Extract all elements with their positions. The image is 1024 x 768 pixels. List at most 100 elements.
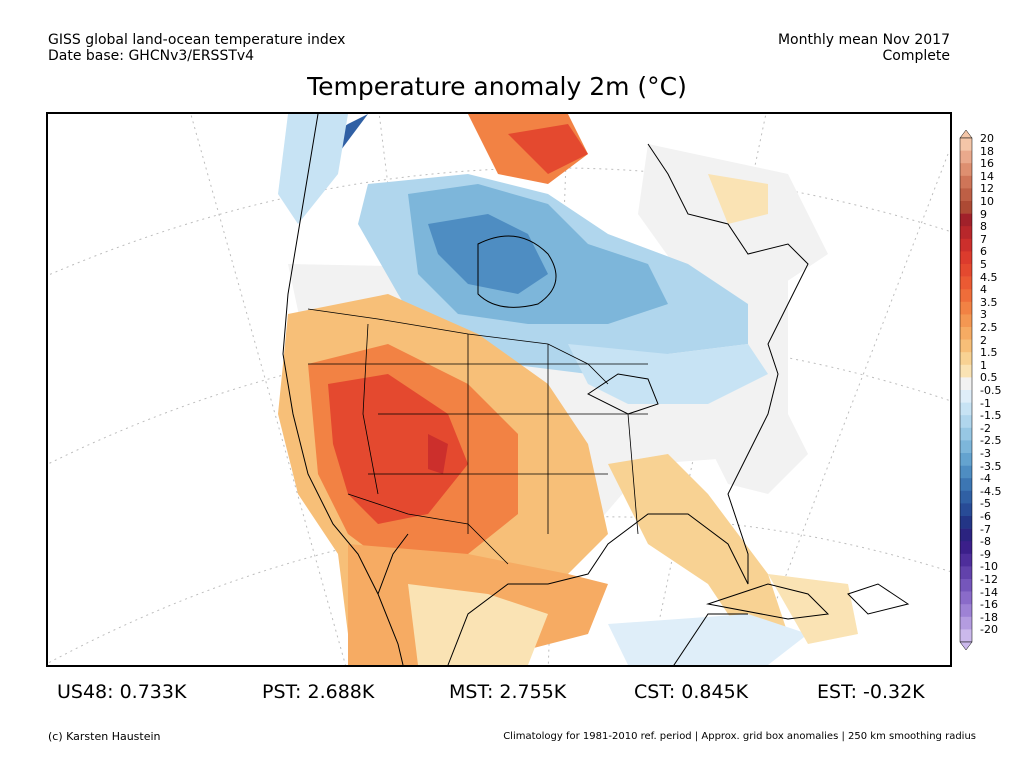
header-left: GISS global land-ocean temperature index… (48, 32, 345, 64)
legend-swatch (960, 377, 972, 391)
legend-label: -4.5 (980, 484, 1002, 498)
legend-label: 12 (980, 182, 994, 196)
legend-swatch (960, 150, 972, 164)
legend-label: -20 (980, 623, 998, 637)
legend-label: -9 (980, 547, 991, 561)
legend-label: -1.5 (980, 409, 1002, 423)
map-title: Temperature anomaly 2m (°C) (307, 72, 687, 101)
coastlines (282, 114, 910, 665)
legend-swatch (960, 364, 972, 378)
legend-label: -3 (980, 447, 991, 460)
legend-swatch (960, 579, 972, 592)
regional-stats: US48: 0.733K PST: 2.688K MST: 2.755K CST… (0, 681, 1024, 707)
legend-swatch (960, 289, 972, 303)
stat-us48: US48: 0.733K (57, 681, 187, 703)
legend-label: -3.5 (980, 459, 1002, 473)
legend-label: -6 (980, 510, 991, 523)
legend-swatch (960, 440, 972, 454)
legend-swatch (960, 339, 972, 353)
stat-est: EST: -0.32K (817, 681, 925, 703)
legend-label: 1 (980, 358, 987, 372)
legend-swatch (960, 553, 972, 567)
legend-swatch (960, 226, 972, 240)
legend-swatch (960, 314, 972, 328)
period-label: Monthly mean Nov 2017 (777, 32, 950, 48)
legend-label: 16 (980, 157, 994, 171)
legend-swatch (960, 276, 972, 290)
legend-label: -12 (980, 573, 998, 586)
legend-label: -5 (980, 497, 991, 511)
stat-mst: MST: 2.755K (449, 681, 567, 703)
completeness-label: Complete (882, 48, 950, 64)
legend-label: 18 (980, 144, 994, 158)
legend-swatch (960, 503, 972, 517)
legend-label: -4 (980, 472, 991, 486)
legend-swatch (960, 402, 972, 416)
legend-swatch (960, 516, 972, 529)
legend-swatch (960, 264, 972, 277)
legend-label: 0.5 (980, 371, 998, 385)
methodology-note: Climatology for 1981-2010 ref. period | … (503, 731, 976, 742)
legend-swatch (960, 566, 972, 580)
legend-label: -18 (980, 610, 998, 624)
legend-swatch (960, 541, 972, 555)
legend-swatch (960, 175, 972, 189)
anomaly-field (278, 114, 858, 665)
legend-label: 3.5 (980, 295, 998, 309)
legend-arrow-bottom (959, 641, 973, 651)
legend-swatch (960, 238, 972, 252)
legend-arrow-top (959, 129, 973, 139)
copyright-label: (c) Karsten Haustein (48, 730, 161, 743)
color-legend: 20 18 16 14 12 10 9 8 7 6 5 4.5 4 3.5 3 2.5 2 1.5 1 0.5 -0.5… (958, 129, 1018, 651)
legend-label: 9 (980, 207, 987, 221)
legend-swatch (960, 390, 972, 403)
legend-label: -7 (980, 522, 991, 536)
anomaly-map (46, 112, 952, 667)
legend-label: 2 (980, 333, 987, 347)
legend-swatch (960, 201, 972, 214)
legend-label: -1 (980, 396, 991, 410)
legend-label: 7 (980, 232, 987, 246)
legend-swatch (960, 629, 972, 643)
legend-label: -14 (980, 585, 998, 599)
legend-swatch (960, 453, 972, 466)
legend-label: -10 (980, 560, 998, 574)
legend-label: 3 (980, 308, 987, 322)
legend-label: 2.5 (980, 321, 998, 334)
legend-swatch (960, 591, 972, 605)
legend-label: 14 (980, 169, 994, 183)
legend-label: 10 (980, 195, 994, 208)
legend-label: -16 (980, 598, 998, 612)
legend-swatch (960, 188, 972, 202)
legend-swatch (960, 528, 972, 542)
legend-swatch (960, 138, 972, 151)
legend-label: 20 (980, 132, 994, 145)
political-borders (307, 308, 648, 565)
legend-label: 8 (980, 220, 987, 234)
legend-label: -2.5 (980, 434, 1002, 448)
legend-label: -2 (980, 421, 991, 435)
legend-label: 5 (980, 258, 987, 271)
dataset-title: GISS global land-ocean temperature index (48, 32, 346, 48)
legend-label: 1.5 (980, 346, 998, 360)
data-base-label: Date base: GHCNv3/ERSSTv4 (48, 48, 255, 64)
legend-label: 4.5 (980, 270, 998, 284)
legend-swatch (960, 478, 972, 492)
legend-label: -0.5 (980, 384, 1002, 397)
legend-swatch (960, 616, 972, 630)
legend-swatch (960, 301, 972, 315)
legend-swatch (960, 427, 972, 441)
legend-swatch (960, 490, 972, 504)
legend-swatch (960, 465, 972, 479)
legend-swatch (960, 251, 972, 265)
legend-label: 6 (980, 245, 987, 259)
legend-label: -8 (980, 535, 991, 549)
legend-colorbar (959, 129, 973, 651)
stat-pst: PST: 2.688K (262, 681, 375, 703)
legend-swatch (960, 163, 972, 177)
legend-swatch (960, 327, 972, 340)
header-right: Monthly mean Nov 2017 Complete (778, 32, 950, 64)
legend-swatch (960, 213, 972, 227)
legend-swatch (960, 604, 972, 618)
legend-swatch (960, 352, 972, 366)
